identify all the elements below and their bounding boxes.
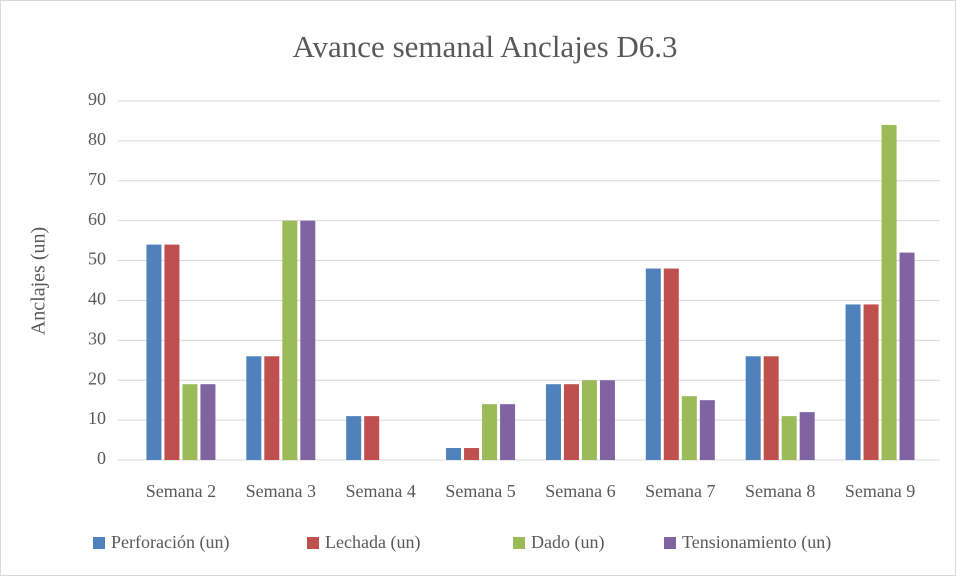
y-tick-label: 20 bbox=[88, 368, 106, 388]
legend-swatch bbox=[307, 537, 319, 549]
x-tick-label: Semana 2 bbox=[146, 481, 216, 501]
legend-swatch bbox=[513, 537, 525, 549]
bar bbox=[364, 416, 380, 460]
bar bbox=[545, 384, 561, 460]
bar bbox=[482, 404, 498, 460]
bar bbox=[464, 448, 480, 460]
legend-swatch bbox=[664, 537, 676, 549]
bar bbox=[845, 304, 861, 460]
y-tick-label: 90 bbox=[88, 89, 106, 109]
legend-swatch bbox=[93, 537, 105, 549]
legend-label: Dado (un) bbox=[531, 532, 604, 553]
bar bbox=[563, 384, 579, 460]
bar bbox=[781, 416, 797, 460]
bar bbox=[581, 380, 597, 460]
x-tick-label: Semana 9 bbox=[845, 481, 915, 501]
y-axis-label: Anclajes (un) bbox=[28, 227, 50, 335]
y-tick-label: 50 bbox=[88, 249, 106, 269]
bar bbox=[346, 416, 362, 460]
bar bbox=[863, 304, 879, 460]
y-tick-label: 60 bbox=[88, 209, 106, 229]
y-tick-label: 10 bbox=[88, 408, 106, 428]
bar bbox=[681, 396, 697, 460]
bar bbox=[763, 356, 779, 460]
bar bbox=[200, 384, 216, 460]
y-tick-label: 30 bbox=[88, 328, 106, 348]
legend-label: Lechada (un) bbox=[325, 532, 420, 553]
bar bbox=[899, 252, 915, 460]
y-tick-label: 0 bbox=[97, 448, 106, 468]
bar bbox=[164, 244, 180, 460]
bar bbox=[599, 380, 615, 460]
x-tick-label: Semana 5 bbox=[445, 481, 515, 501]
bar bbox=[146, 244, 162, 460]
bar bbox=[500, 404, 516, 460]
bar bbox=[182, 384, 198, 460]
legend-label: Perforación (un) bbox=[111, 532, 229, 553]
y-tick-label: 40 bbox=[88, 289, 106, 309]
bar bbox=[282, 220, 298, 460]
bar bbox=[699, 400, 715, 460]
x-tick-label: Semana 3 bbox=[246, 481, 316, 501]
bar bbox=[745, 356, 761, 460]
bar bbox=[446, 448, 462, 460]
x-tick-label: Semana 8 bbox=[745, 481, 815, 501]
bar bbox=[663, 268, 679, 460]
chart-title: Avance semanal Anclajes D6.3 bbox=[292, 29, 677, 64]
bar bbox=[799, 412, 815, 460]
bar bbox=[645, 268, 661, 460]
x-tick-label: Semana 4 bbox=[345, 481, 415, 501]
x-tick-label: Semana 6 bbox=[545, 481, 615, 501]
x-tick-label: Semana 7 bbox=[645, 481, 715, 501]
legend-label: Tensionamiento (un) bbox=[682, 532, 831, 553]
bar bbox=[881, 124, 897, 460]
y-tick-label: 70 bbox=[88, 169, 106, 189]
bar bbox=[264, 356, 280, 460]
bar bbox=[300, 220, 316, 460]
y-tick-label: 80 bbox=[88, 129, 106, 149]
bar bbox=[246, 356, 262, 460]
